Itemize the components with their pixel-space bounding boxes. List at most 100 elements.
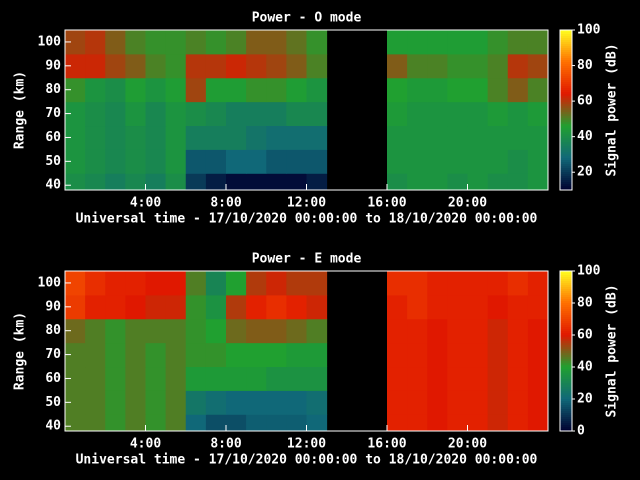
heatmap-cell (427, 342, 448, 368)
y-tick-label: 80 (45, 323, 61, 338)
colorbar-segment (560, 108, 572, 111)
colorbar-tick-label: 100 (577, 23, 601, 38)
heatmap-cell (527, 173, 549, 191)
heatmap-cell (145, 271, 167, 296)
colorbar-segment (560, 323, 572, 326)
heatmap-cell (105, 77, 126, 103)
heatmap-cell (125, 342, 146, 368)
colorbar-segment (560, 132, 572, 135)
heatmap-cell (427, 173, 448, 191)
colorbar-segment (560, 281, 572, 284)
heatmap-cell (205, 271, 227, 296)
heatmap-cell (427, 318, 448, 344)
y-tick-label: 90 (45, 299, 61, 314)
colorbar-segment (560, 291, 572, 294)
heatmap-cell (246, 77, 267, 103)
heatmap-cell (467, 125, 489, 150)
heatmap-cell (266, 414, 287, 432)
heatmap-cell (487, 414, 509, 432)
heatmap-cell (85, 318, 106, 344)
colorbar-segment (560, 178, 572, 181)
heatmap-cell (286, 101, 307, 127)
colorbar-segment (560, 62, 572, 65)
colorbar-segment (560, 387, 572, 390)
heatmap-cell (145, 390, 167, 415)
colorbar-segment (560, 40, 572, 43)
colorbar-segment (560, 78, 572, 81)
heatmap-cell (226, 294, 247, 320)
heatmap-cell (185, 294, 207, 320)
colorbar-segment (560, 100, 572, 103)
heatmap-cell (266, 318, 287, 344)
colorbar-segment (560, 413, 572, 416)
heatmap-cell (125, 414, 146, 432)
heatmap-cell (507, 101, 529, 127)
heatmap-cell (85, 30, 106, 55)
heatmap-cell (507, 30, 529, 55)
heatmap-cell (185, 149, 207, 174)
heatmap-cell (507, 414, 529, 432)
heatmap-cell (185, 414, 207, 432)
heatmap-cell (85, 342, 106, 368)
y-tick-label: 90 (45, 58, 61, 73)
heatmap-cell (85, 149, 106, 174)
heatmap-cell (165, 390, 187, 415)
colorbar-segment (560, 393, 572, 396)
heatmap-cell (487, 77, 509, 103)
colorbar-segment (560, 391, 572, 394)
y-tick-label: 60 (45, 130, 61, 145)
heatmap-cell (387, 414, 408, 432)
heatmap-cell (105, 294, 126, 320)
heatmap-cell (185, 53, 207, 79)
colorbar-segment (560, 162, 572, 165)
colorbar-segment (560, 271, 572, 274)
heatmap-cell (487, 294, 509, 320)
colorbar-segment (560, 351, 572, 354)
heatmap-cell (507, 318, 529, 344)
heatmap-cell (447, 294, 468, 320)
heatmap-cell (145, 318, 167, 344)
colorbar-segment (560, 279, 572, 282)
colorbar-segment (560, 379, 572, 382)
heatmap-cell (226, 318, 247, 344)
heatmap-cell (165, 125, 187, 150)
colorbar-segment (560, 401, 572, 404)
colorbar-segment (560, 385, 572, 388)
heatmap-cell (387, 149, 408, 174)
heatmap-cell (226, 101, 247, 127)
heatmap-cell (246, 271, 267, 296)
heatmap-cell (205, 173, 227, 191)
colorbar-segment (560, 275, 572, 278)
heatmap-cell (467, 390, 489, 415)
x-tick-label: 8:00 (210, 437, 241, 452)
colorbar-segment (560, 188, 572, 191)
colorbar-segment (560, 411, 572, 414)
heatmap-cell (105, 342, 126, 368)
colorbar-segment (560, 134, 572, 137)
heatmap-cell (85, 271, 106, 296)
heatmap-cell (527, 414, 549, 432)
heatmap-cell (306, 101, 328, 127)
colorbar-segment (560, 293, 572, 296)
heatmap-cell (145, 149, 167, 174)
colorbar-segment (560, 295, 572, 298)
x-tick-label: 16:00 (367, 196, 406, 211)
colorbar-segment (560, 405, 572, 408)
heatmap-cell (427, 271, 448, 296)
colorbar-segment (560, 415, 572, 418)
heatmap-cell (125, 173, 146, 191)
heatmap-cell (266, 390, 287, 415)
heatmap-cell (467, 101, 489, 127)
heatmap-cell (65, 318, 86, 344)
heatmap-cell (507, 125, 529, 150)
heatmap-cell (507, 342, 529, 368)
colorbar-segment (560, 86, 572, 89)
heatmap-cell (105, 390, 126, 415)
heatmap-cell (226, 30, 247, 55)
colorbar-segment (560, 419, 572, 422)
heatmap-cell (125, 101, 146, 127)
heatmap-cell (407, 173, 428, 191)
heatmap-cell (487, 53, 509, 79)
heatmap-cell (65, 271, 86, 296)
heatmap-cell (286, 125, 307, 150)
